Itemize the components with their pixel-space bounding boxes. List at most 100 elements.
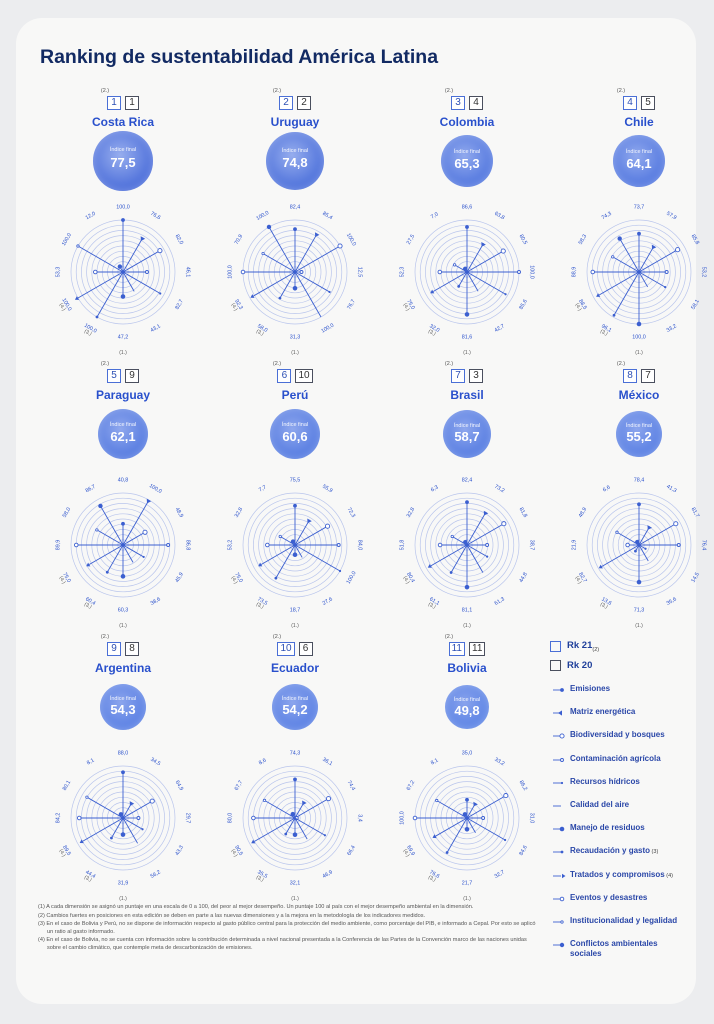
- value-label: 56,2: [150, 869, 162, 879]
- dimension-spoke: [466, 817, 507, 842]
- marker-biodiversidad: [559, 733, 565, 739]
- axis-note: (1.): [291, 896, 299, 902]
- dimension-spoke: [638, 525, 652, 546]
- spoke-line: [254, 817, 296, 842]
- value-label: 67,2: [406, 780, 416, 792]
- legend-marker: [553, 710, 562, 716]
- dimension-spoke: [638, 271, 667, 289]
- value-label: 75,0: [233, 572, 243, 584]
- footnote-mark: (3.): [255, 601, 265, 610]
- spoke-line: [638, 249, 678, 273]
- value-label: 69,9: [405, 845, 415, 857]
- spoke-line: [294, 233, 318, 273]
- marker-hidricos: [328, 290, 331, 294]
- spoke-line: [435, 817, 468, 837]
- marker-hidricos: [664, 286, 667, 289]
- marker-recaudacion: [445, 851, 449, 854]
- spoke-line: [294, 544, 303, 558]
- marker-matriz: [314, 232, 320, 238]
- spoke-line: [458, 271, 468, 287]
- footnote-mark: (4.): [230, 848, 239, 858]
- marker-recaudacion: [457, 285, 461, 288]
- rank-note: (2.): [444, 88, 454, 94]
- value-label: 44,8: [518, 572, 528, 584]
- dimension-spoke: [445, 817, 468, 854]
- dimension-spoke: [637, 502, 641, 545]
- final-score-value: 55,2: [626, 429, 652, 445]
- marker-conflictos: [98, 503, 103, 509]
- final-score-label: Índice final: [281, 696, 309, 703]
- marker-emisiones: [560, 688, 564, 692]
- marker-residuos: [636, 321, 642, 327]
- marker-emisiones: [293, 227, 297, 232]
- dimension-spoke: [122, 271, 162, 295]
- marker-conflictos: [559, 942, 565, 948]
- footnotes: (1) A cada dimensión se asignó un puntaj…: [38, 904, 538, 954]
- dimension-spoke: [121, 521, 125, 545]
- value-label: 14,5: [690, 572, 700, 584]
- marker-biodiversidad: [501, 521, 507, 527]
- marker-biodiversidad: [325, 796, 332, 802]
- dimension-spoke: [258, 544, 296, 567]
- marker-conflictos: [462, 266, 468, 272]
- dimension-spoke: [466, 793, 509, 819]
- marker-conflictos: [617, 236, 622, 241]
- legend-item-label: Tratados y compromisos (4): [570, 870, 690, 881]
- spoke-line: [598, 271, 640, 296]
- value-label: 13,6: [600, 596, 612, 606]
- final-score-label: Índice final: [625, 149, 653, 156]
- footnote-mark: (3.): [427, 601, 437, 610]
- value-label: 31,3: [290, 334, 301, 340]
- spoke-line: [122, 250, 161, 273]
- rank-2021-box: 10: [277, 642, 295, 656]
- value-label: 80,1: [62, 780, 72, 792]
- marker-biodiversidad: [673, 521, 679, 527]
- spoke-line: [466, 795, 507, 819]
- value-label: 82,7: [577, 572, 587, 584]
- marker-institucionalidad: [262, 798, 267, 802]
- dimension-spoke: [250, 271, 296, 298]
- rank-note: (2.): [272, 634, 282, 640]
- marker-recaudacion: [449, 571, 453, 574]
- country-name: Perú: [281, 388, 309, 402]
- legend-marker: [553, 942, 565, 948]
- rank-note: (2.): [100, 361, 110, 367]
- spoke-line: [294, 544, 341, 572]
- axis-note: (1.): [119, 350, 127, 356]
- footnote-mark: (4.): [402, 848, 411, 858]
- footnote-mark: (3.): [427, 328, 437, 337]
- dimension-spoke: [110, 817, 124, 840]
- spoke-line: [261, 544, 296, 565]
- marker-agricola: [166, 543, 171, 547]
- spoke-line: [638, 245, 655, 273]
- rank-2020-box: 2: [297, 96, 311, 110]
- value-label: 89,5: [61, 845, 71, 857]
- legend-item-text: Contaminación agrícola: [570, 753, 661, 763]
- value-label: 31,0: [529, 813, 535, 824]
- marker-emisiones: [293, 777, 297, 782]
- radar-chart: 75,5 55,9 72,3 84,0 100,0 27,6 18,7 73,5(3.) 75,…: [227, 477, 362, 629]
- legend-item-label: Institucionalidad y legalidad: [570, 916, 690, 926]
- marker-residuos: [559, 826, 565, 832]
- marker-matriz: [302, 800, 307, 806]
- value-label: 12,5: [357, 267, 363, 278]
- marker-residuos: [464, 826, 470, 832]
- dimension-spoke: [467, 270, 521, 274]
- marker-institucionalidad: [453, 263, 457, 267]
- dimension-spoke: [120, 545, 126, 579]
- legend-item-label: Calidad del aire: [570, 800, 690, 810]
- spoke-line: [294, 817, 326, 836]
- dimension-spoke: [466, 510, 489, 546]
- legend-item-label: Emisiones: [570, 684, 690, 694]
- dimension-spoke: [122, 798, 155, 819]
- spoke-line: [294, 817, 308, 840]
- marker-conflictos: [117, 264, 123, 269]
- dimension-spoke: [278, 271, 296, 300]
- rank-2021-box: 4: [623, 96, 637, 110]
- dimension-spoke: [465, 500, 469, 545]
- spoke-line: [466, 817, 476, 833]
- radar-chart: 40,8 100,0 48,9 86,8 45,9 38,6 60,3 60,4(3.) 75,…: [55, 477, 190, 629]
- marker-tratados: [430, 289, 435, 294]
- spoke-line: [436, 800, 468, 819]
- value-label: 46,1: [185, 267, 191, 278]
